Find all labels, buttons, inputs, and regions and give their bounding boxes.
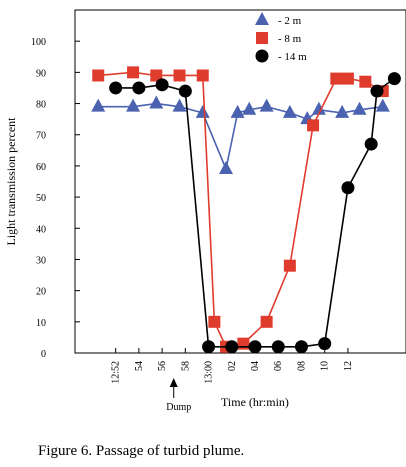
y-tick-label: 40 — [36, 224, 46, 235]
data-point-triangle — [91, 98, 106, 112]
data-point-square — [330, 72, 343, 85]
y-tick-label: 100 — [31, 37, 46, 48]
series-line — [115, 77, 395, 348]
x-tick-label: 08 — [296, 361, 307, 371]
data-point-triangle — [335, 104, 350, 118]
data-point-circle — [202, 340, 216, 354]
data-point-triangle — [195, 104, 210, 118]
data-point-triangle — [218, 161, 233, 175]
y-axis: 0 10 20 30 40 50 60 70 80 90 100 — [31, 37, 80, 360]
data-point-square — [283, 259, 296, 272]
legend-label: - 14 m — [278, 51, 307, 63]
x-tick-label: 12:52 — [111, 361, 122, 384]
data-point-square — [260, 315, 273, 328]
dump-label: Dump — [166, 402, 191, 413]
y-tick-label: 90 — [36, 68, 46, 79]
series-3 — [109, 72, 401, 354]
data-point-square — [127, 66, 140, 79]
x-tick-label: 13:00 — [204, 361, 215, 384]
data-point-square — [341, 72, 354, 85]
data-point-square — [237, 337, 250, 350]
data-point-triangle — [126, 98, 141, 112]
data-point-triangle — [352, 101, 367, 115]
line-chart: 0 10 20 30 40 50 60 70 80 90 100 12:52 54 56 58 13:00 0… — [4, 9, 406, 413]
legend-marker — [255, 49, 269, 63]
legend-marker — [256, 32, 268, 44]
x-tick-label: 56 — [157, 361, 168, 371]
data-point-circle — [271, 340, 285, 354]
x-axis: 12:52 54 56 58 13:00 02 04 06 08 10 12 — [111, 348, 354, 384]
data-point-square — [196, 69, 209, 82]
plot-frame — [74, 9, 406, 354]
data-point-circle — [364, 137, 378, 151]
data-point-triangle — [149, 95, 164, 109]
data-point-circle — [132, 81, 146, 95]
y-tick-label: 0 — [41, 349, 46, 360]
data-point-triangle — [259, 98, 274, 112]
data-point-circle — [318, 337, 332, 351]
data-point-circle — [225, 340, 239, 354]
data-point-triangle — [311, 101, 326, 115]
data-point-triangle — [282, 104, 297, 118]
x-tick-label: 10 — [320, 361, 331, 371]
data-point-circle — [370, 84, 384, 98]
y-tick-label: 70 — [36, 131, 46, 142]
x-tick-label: 06 — [273, 361, 284, 371]
legend-label: - 8 m — [278, 33, 302, 45]
data-point-square — [307, 119, 320, 132]
data-point-triangle — [172, 98, 187, 112]
data-point-triangle — [375, 98, 390, 112]
data-point-triangle — [242, 101, 257, 115]
data-point-triangle — [230, 104, 245, 118]
y-tick-label: 50 — [36, 193, 46, 204]
data-point-circle — [109, 81, 123, 95]
x-tick-label: 04 — [250, 361, 261, 371]
x-axis-title: Time (hr:min) — [221, 395, 289, 409]
data-point-square — [359, 75, 372, 88]
figure-caption: Figure 6. Passage of turbid plume. — [38, 443, 245, 459]
data-point-circle — [341, 181, 355, 195]
series-1 — [91, 95, 390, 175]
data-point-square — [208, 315, 221, 328]
dump-arrow-head — [169, 378, 178, 387]
x-tick-label: 12 — [343, 361, 354, 371]
y-tick-label: 20 — [36, 287, 46, 298]
data-point-circle — [294, 340, 308, 354]
y-tick-label: 10 — [36, 318, 46, 329]
data-point-square — [92, 69, 105, 82]
legend-marker — [255, 12, 269, 25]
data-point-square — [173, 69, 186, 82]
y-tick-label: 80 — [36, 100, 46, 111]
x-tick-label: 54 — [134, 361, 145, 371]
dump-annotation: Dump — [166, 378, 191, 413]
legend-label: - 2 m — [278, 15, 302, 27]
y-tick-label: 30 — [36, 255, 46, 266]
data-point-circle — [248, 340, 262, 354]
data-point-circle — [178, 84, 192, 98]
data-point-circle — [387, 72, 401, 86]
x-tick-label: 58 — [180, 361, 191, 371]
series-layer — [91, 66, 401, 354]
y-axis-title: Light transmission percent — [4, 117, 18, 246]
y-tick-label: 60 — [36, 162, 46, 173]
x-tick-label: 02 — [227, 361, 238, 371]
data-point-circle — [155, 78, 169, 92]
data-point-square — [150, 69, 163, 82]
legend: - 2 m - 8 m - 14 m — [255, 12, 307, 63]
